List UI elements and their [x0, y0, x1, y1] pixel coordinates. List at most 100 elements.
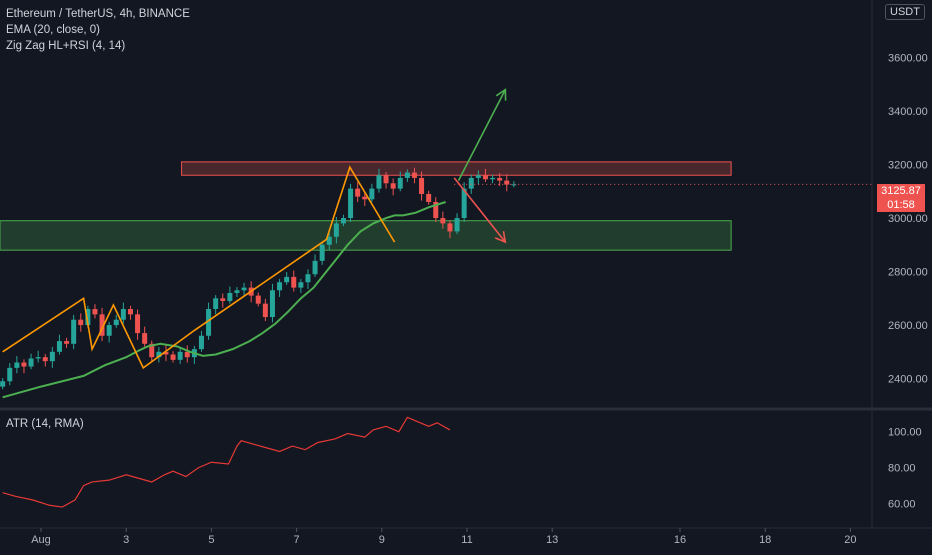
symbol-title[interactable]: Ethereum / TetherUS, 4h, BINANCE: [6, 8, 190, 20]
candle-body[interactable]: [433, 201, 439, 219]
candle-body[interactable]: [461, 188, 467, 219]
candle-body[interactable]: [49, 351, 55, 362]
candle-body[interactable]: [312, 260, 318, 275]
candle-body[interactable]: [234, 290, 240, 293]
candle-body[interactable]: [85, 309, 91, 326]
ema-indicator-label[interactable]: EMA (20, close, 0): [6, 24, 100, 36]
ema-line[interactable]: [2, 201, 446, 399]
candle-body[interactable]: [156, 351, 162, 358]
candle-body[interactable]: [56, 341, 62, 352]
bearish-projection-arrow-head: [494, 231, 507, 244]
candle-body[interactable]: [269, 290, 275, 318]
candle-body[interactable]: [227, 292, 233, 301]
candle-body[interactable]: [149, 343, 155, 358]
chart-legend: Ethereum / TetherUS, 4h, BINANCE EMA (20…: [6, 6, 190, 54]
candle-body[interactable]: [206, 309, 212, 336]
candle-body[interactable]: [298, 282, 304, 288]
currency-button[interactable]: USDT: [885, 4, 925, 20]
candle-body[interactable]: [305, 274, 311, 283]
price-axis-tick: 2800.00: [888, 267, 928, 279]
zigzag-line[interactable]: [2, 165, 396, 370]
bullish-projection-arrow[interactable]: [457, 89, 507, 181]
candle-body[interactable]: [291, 276, 297, 288]
candle-body[interactable]: [241, 287, 247, 291]
atr-indicator-label[interactable]: ATR (14, RMA): [6, 418, 84, 430]
candle-body[interactable]: [468, 177, 474, 189]
candle-body[interactable]: [383, 175, 389, 184]
candle-body[interactable]: [333, 223, 339, 237]
candle-body[interactable]: [504, 180, 510, 185]
price-axis-tick: 3400.00: [888, 106, 928, 118]
candle-body[interactable]: [92, 309, 98, 315]
candle-body[interactable]: [447, 223, 453, 232]
candle-body[interactable]: [440, 218, 446, 224]
time-axis-tick: 11: [461, 534, 472, 546]
candle-body[interactable]: [482, 175, 488, 180]
bearish-projection-arrow[interactable]: [453, 177, 506, 243]
candle-body[interactable]: [497, 177, 503, 181]
candle-body[interactable]: [277, 282, 283, 291]
candle-body[interactable]: [21, 362, 27, 367]
candle-body[interactable]: [163, 351, 169, 355]
candle-body[interactable]: [99, 314, 105, 336]
time-axis-tick: 7: [294, 534, 300, 546]
candle-body[interactable]: [28, 358, 34, 367]
price-axis-tick: 2600.00: [888, 320, 928, 332]
candle-body[interactable]: [454, 218, 460, 232]
candle-body[interactable]: [490, 177, 496, 180]
candle-body[interactable]: [113, 319, 119, 326]
candle-body[interactable]: [262, 303, 268, 318]
candle-body[interactable]: [7, 367, 13, 382]
candle-body[interactable]: [284, 276, 290, 283]
candle-body[interactable]: [426, 193, 432, 202]
candle-body[interactable]: [177, 351, 183, 360]
bullish-projection-arrow-head: [495, 88, 507, 101]
candle-body[interactable]: [142, 333, 148, 344]
candle-body[interactable]: [42, 357, 48, 362]
candle-body[interactable]: [0, 381, 6, 387]
candle-body[interactable]: [369, 188, 375, 200]
candle-body[interactable]: [355, 188, 361, 197]
time-axis-tick: 9: [379, 534, 385, 546]
candle-body[interactable]: [213, 298, 219, 310]
candle-body[interactable]: [71, 319, 77, 344]
time-axis-tick: 3: [123, 534, 129, 546]
candle-body[interactable]: [135, 314, 141, 334]
support-zone[interactable]: [0, 220, 732, 251]
atr-axis-tick: 60.00: [888, 498, 916, 510]
candle-body[interactable]: [511, 184, 517, 186]
candle-body[interactable]: [376, 175, 382, 189]
atr-line[interactable]: [2, 416, 451, 508]
candle-body[interactable]: [411, 172, 417, 178]
candle-body[interactable]: [14, 362, 20, 368]
candle-body[interactable]: [64, 341, 70, 344]
candle-body[interactable]: [326, 236, 332, 245]
candle-body[interactable]: [340, 218, 346, 224]
atr-axis-tick: 80.00: [888, 463, 916, 475]
time-axis-tick: Aug: [31, 534, 51, 546]
candle-body[interactable]: [255, 295, 261, 304]
candle-body[interactable]: [198, 335, 204, 350]
price-axis-tick: 3200.00: [888, 160, 928, 172]
candle-body[interactable]: [475, 175, 481, 178]
candle-body[interactable]: [348, 188, 354, 219]
candle-body[interactable]: [220, 298, 226, 301]
candle-body[interactable]: [106, 325, 112, 336]
zigzag-indicator-label[interactable]: Zig Zag HL+RSI (4, 14): [6, 40, 126, 52]
candle-body[interactable]: [184, 351, 190, 358]
candle-body[interactable]: [127, 309, 133, 315]
candle-body[interactable]: [390, 183, 396, 189]
candle-body[interactable]: [319, 244, 325, 261]
candle-body[interactable]: [404, 172, 410, 178]
candle-body[interactable]: [35, 357, 41, 359]
candle-body[interactable]: [120, 309, 126, 320]
candle-body[interactable]: [362, 196, 368, 200]
candle-body[interactable]: [78, 319, 84, 326]
resistance-zone[interactable]: [181, 161, 732, 176]
candle-body[interactable]: [170, 354, 176, 360]
candle-body[interactable]: [397, 177, 403, 189]
candle-body[interactable]: [419, 177, 425, 194]
price-axis-tick: 3600.00: [888, 53, 928, 65]
